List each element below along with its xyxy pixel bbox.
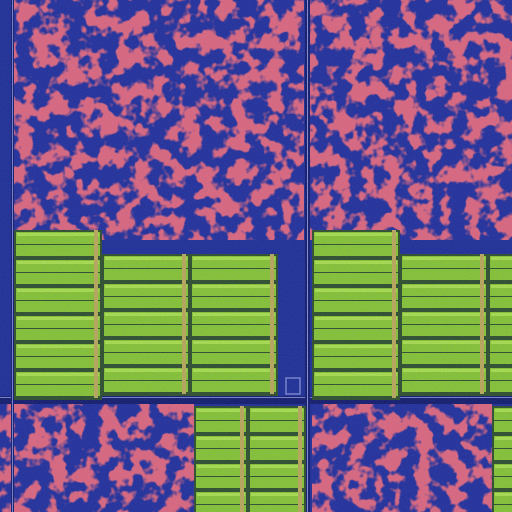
- grain-overlay: [0, 0, 512, 512]
- die-micrograph: [0, 0, 512, 512]
